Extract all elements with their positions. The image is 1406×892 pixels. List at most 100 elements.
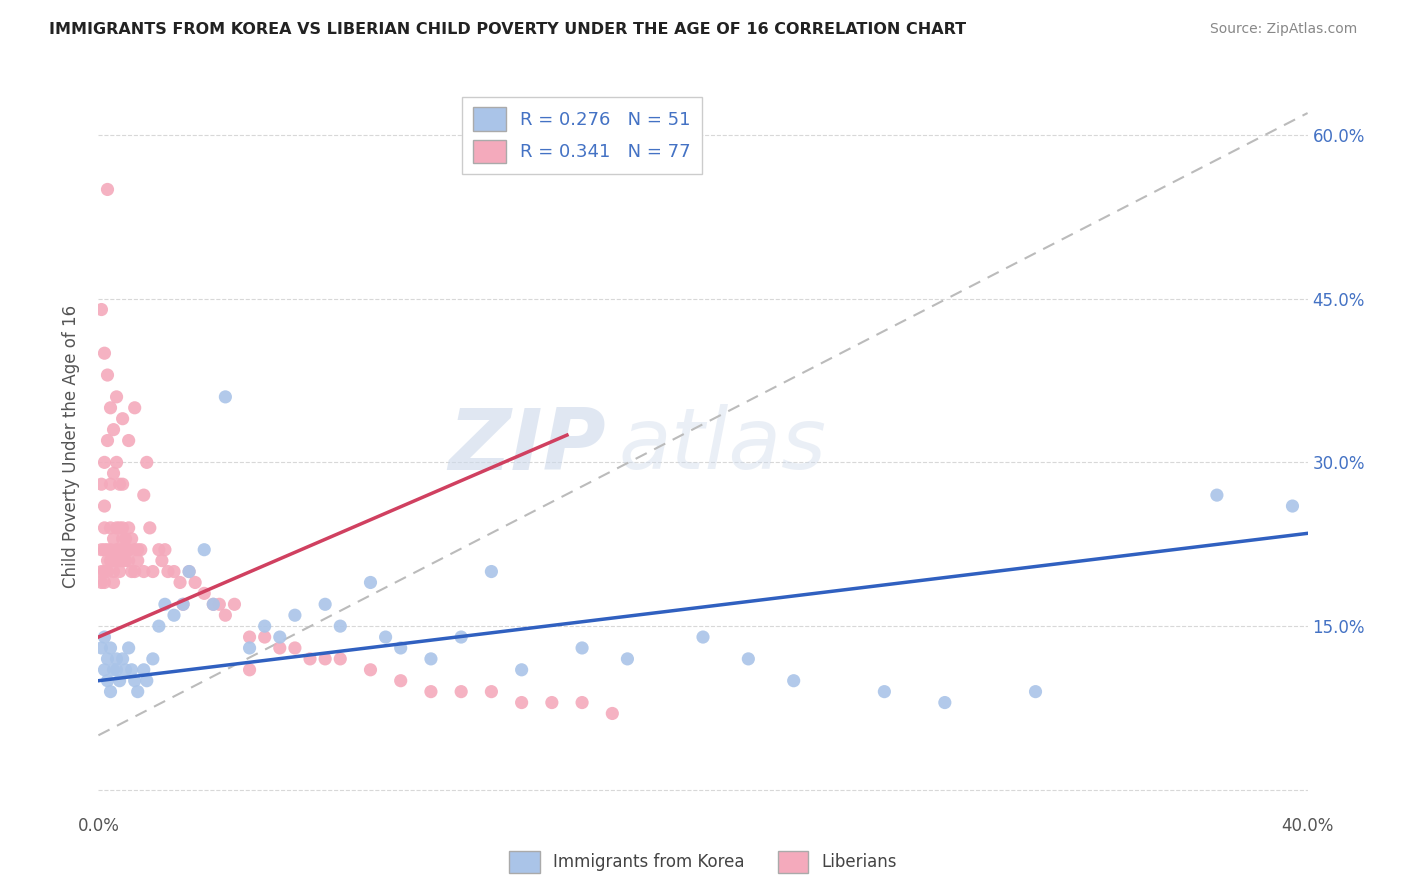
Point	[139, 521, 162, 535]
Point	[93, 521, 115, 535]
Point	[118, 542, 141, 557]
Point	[214, 390, 236, 404]
Point	[571, 640, 593, 655]
Point	[124, 401, 146, 415]
Point	[108, 673, 131, 688]
Point	[105, 663, 128, 677]
Point	[127, 684, 149, 698]
Y-axis label: Child Poverty Under the Age of 16: Child Poverty Under the Age of 16	[62, 304, 80, 588]
Point	[481, 684, 503, 698]
Point	[111, 652, 134, 666]
Point	[124, 542, 146, 557]
Point	[103, 532, 125, 546]
Point	[450, 630, 472, 644]
Point	[93, 575, 115, 590]
Point	[127, 542, 149, 557]
Point	[202, 597, 225, 611]
Point	[299, 652, 322, 666]
Point	[253, 630, 276, 644]
Point	[208, 597, 231, 611]
Point	[100, 521, 122, 535]
Point	[108, 554, 131, 568]
Point	[148, 542, 170, 557]
Point	[111, 477, 134, 491]
Point	[253, 619, 276, 633]
Point	[129, 542, 152, 557]
Point	[510, 663, 533, 677]
Point	[118, 521, 141, 535]
Point	[105, 652, 128, 666]
Point	[124, 565, 146, 579]
Point	[118, 434, 141, 448]
Point	[202, 597, 225, 611]
Point	[105, 390, 128, 404]
Point	[121, 565, 143, 579]
Point	[153, 597, 176, 611]
Point	[96, 434, 118, 448]
Point	[111, 532, 134, 546]
Point	[150, 554, 173, 568]
Point	[108, 477, 131, 491]
Point	[111, 554, 134, 568]
Point	[103, 554, 125, 568]
Point	[132, 663, 155, 677]
Point	[132, 488, 155, 502]
Point	[783, 673, 806, 688]
Point	[420, 652, 443, 666]
Point	[135, 455, 157, 469]
Point	[96, 368, 118, 382]
Point	[100, 401, 122, 415]
Point	[873, 684, 896, 698]
Point	[105, 521, 128, 535]
Point	[193, 542, 215, 557]
Point	[90, 565, 112, 579]
Point	[105, 554, 128, 568]
Point	[602, 706, 624, 721]
Point	[1206, 488, 1229, 502]
Point	[90, 542, 112, 557]
Point	[163, 608, 186, 623]
Point	[96, 182, 118, 196]
Point	[374, 630, 396, 644]
Point	[214, 608, 236, 623]
Point	[142, 652, 165, 666]
Point	[510, 696, 533, 710]
Point	[389, 673, 412, 688]
Point	[269, 640, 291, 655]
Point	[284, 640, 307, 655]
Point	[111, 521, 134, 535]
Point	[132, 565, 155, 579]
Point	[118, 640, 141, 655]
Point	[193, 586, 215, 600]
Point	[179, 565, 201, 579]
Legend: Immigrants from Korea, Liberians: Immigrants from Korea, Liberians	[503, 845, 903, 880]
Point	[420, 684, 443, 698]
Point	[93, 630, 115, 644]
Point	[142, 565, 165, 579]
Point	[114, 532, 136, 546]
Point	[153, 542, 176, 557]
Legend: R = 0.276   N = 51, R = 0.341   N = 77: R = 0.276 N = 51, R = 0.341 N = 77	[463, 96, 702, 174]
Point	[239, 630, 262, 644]
Point	[114, 663, 136, 677]
Point	[121, 663, 143, 677]
Point	[96, 673, 118, 688]
Text: atlas: atlas	[619, 404, 827, 488]
Point	[269, 630, 291, 644]
Point	[93, 455, 115, 469]
Point	[96, 554, 118, 568]
Point	[103, 663, 125, 677]
Point	[450, 684, 472, 698]
Point	[108, 521, 131, 535]
Point	[108, 542, 131, 557]
Point	[540, 696, 562, 710]
Point	[360, 663, 382, 677]
Point	[100, 684, 122, 698]
Point	[737, 652, 759, 666]
Point	[692, 630, 714, 644]
Point	[103, 575, 125, 590]
Point	[329, 619, 352, 633]
Point	[108, 565, 131, 579]
Point	[127, 554, 149, 568]
Point	[239, 663, 262, 677]
